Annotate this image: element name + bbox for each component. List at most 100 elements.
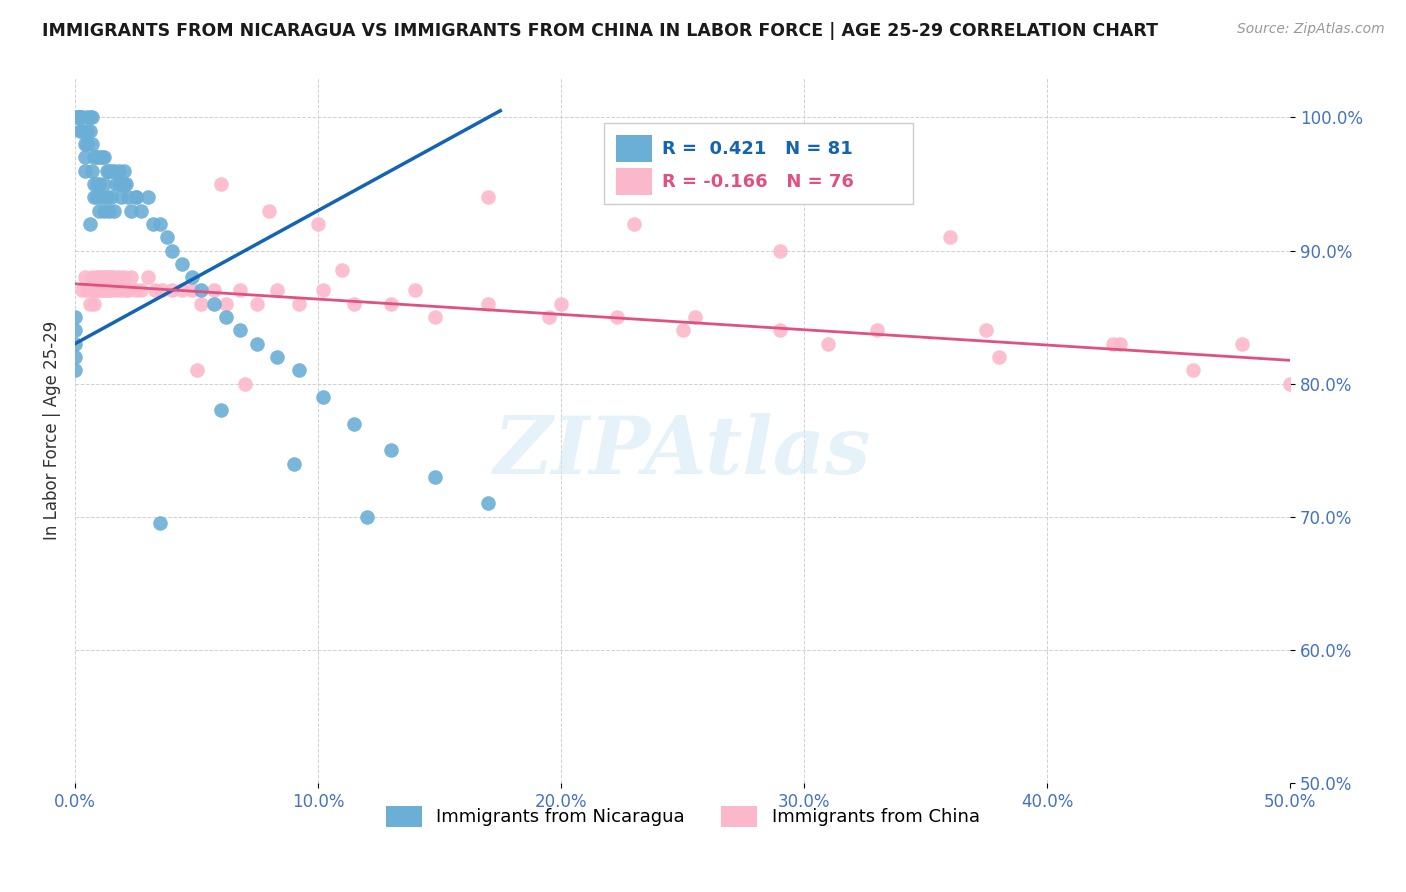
Point — [89, 177, 111, 191]
Point — [769, 323, 792, 337]
Point — [477, 496, 499, 510]
Point — [86, 270, 108, 285]
Point — [550, 297, 572, 311]
Point — [343, 417, 366, 431]
Point — [76, 136, 98, 151]
Point — [98, 270, 121, 285]
Point — [79, 217, 101, 231]
Point — [79, 124, 101, 138]
Point — [89, 284, 111, 298]
Point — [307, 217, 329, 231]
Point — [246, 297, 269, 311]
Point — [86, 150, 108, 164]
Legend: Immigrants from Nicaragua, Immigrants from China: Immigrants from Nicaragua, Immigrants fr… — [378, 798, 987, 834]
Point — [769, 244, 792, 258]
Point — [229, 284, 252, 298]
Point — [83, 150, 105, 164]
Point — [63, 336, 86, 351]
Point — [152, 284, 174, 298]
Point — [73, 270, 96, 285]
Point — [229, 323, 252, 337]
Point — [209, 177, 232, 191]
Point — [671, 323, 693, 337]
Text: R =  0.421   N = 81: R = 0.421 N = 81 — [662, 140, 852, 158]
Point — [69, 111, 91, 125]
Point — [266, 350, 288, 364]
Point — [76, 124, 98, 138]
Point — [112, 177, 135, 191]
Point — [69, 111, 91, 125]
Point — [266, 284, 288, 298]
Point — [96, 163, 118, 178]
Point — [93, 270, 115, 285]
Text: ZIPAtlas: ZIPAtlas — [494, 413, 872, 491]
Point — [125, 190, 148, 204]
Point — [93, 203, 115, 218]
Point — [86, 177, 108, 191]
Point — [115, 177, 138, 191]
Point — [117, 284, 139, 298]
Point — [312, 284, 335, 298]
Point — [156, 230, 179, 244]
Y-axis label: In Labor Force | Age 25-29: In Labor Force | Age 25-29 — [44, 320, 60, 540]
Text: IMMIGRANTS FROM NICARAGUA VS IMMIGRANTS FROM CHINA IN LABOR FORCE | AGE 25-29 CO: IMMIGRANTS FROM NICARAGUA VS IMMIGRANTS … — [42, 22, 1159, 40]
Point — [606, 310, 628, 324]
Point — [259, 203, 281, 218]
Point — [149, 516, 172, 531]
Point — [72, 124, 94, 138]
Point — [683, 310, 706, 324]
Point — [89, 203, 111, 218]
Point — [103, 203, 125, 218]
Point — [100, 270, 122, 285]
Point — [209, 403, 232, 417]
Point — [343, 297, 366, 311]
Point — [160, 244, 183, 258]
Point — [330, 263, 353, 277]
Point — [90, 270, 112, 285]
Point — [69, 124, 91, 138]
Point — [80, 270, 103, 285]
Point — [283, 457, 305, 471]
Bar — [616, 169, 652, 195]
Point — [80, 284, 103, 298]
Point — [89, 270, 111, 285]
Point — [180, 284, 202, 298]
Point — [287, 363, 309, 377]
Point — [215, 297, 238, 311]
Point — [93, 284, 115, 298]
Point — [125, 284, 148, 298]
Point — [105, 284, 128, 298]
Point — [107, 270, 129, 285]
Point — [939, 230, 962, 244]
Point — [76, 284, 98, 298]
Point — [129, 284, 152, 298]
Point — [73, 163, 96, 178]
Bar — [616, 136, 652, 162]
Text: Source: ZipAtlas.com: Source: ZipAtlas.com — [1237, 22, 1385, 37]
Point — [98, 203, 121, 218]
Point — [423, 470, 446, 484]
Point — [180, 270, 202, 285]
Point — [86, 190, 108, 204]
Point — [170, 284, 193, 298]
Point — [83, 284, 105, 298]
Point — [73, 150, 96, 164]
Point — [356, 509, 378, 524]
Point — [103, 270, 125, 285]
Point — [93, 177, 115, 191]
Point — [79, 297, 101, 311]
Point — [63, 323, 86, 337]
Bar — [603, 123, 914, 204]
Point — [112, 163, 135, 178]
Point — [477, 190, 499, 204]
Point — [66, 111, 89, 125]
Point — [866, 323, 889, 337]
Point — [72, 111, 94, 125]
Point — [1279, 376, 1302, 391]
Point — [976, 323, 998, 337]
Point — [136, 270, 159, 285]
Point — [115, 284, 138, 298]
Point — [1109, 336, 1132, 351]
Point — [623, 217, 645, 231]
Point — [537, 310, 560, 324]
